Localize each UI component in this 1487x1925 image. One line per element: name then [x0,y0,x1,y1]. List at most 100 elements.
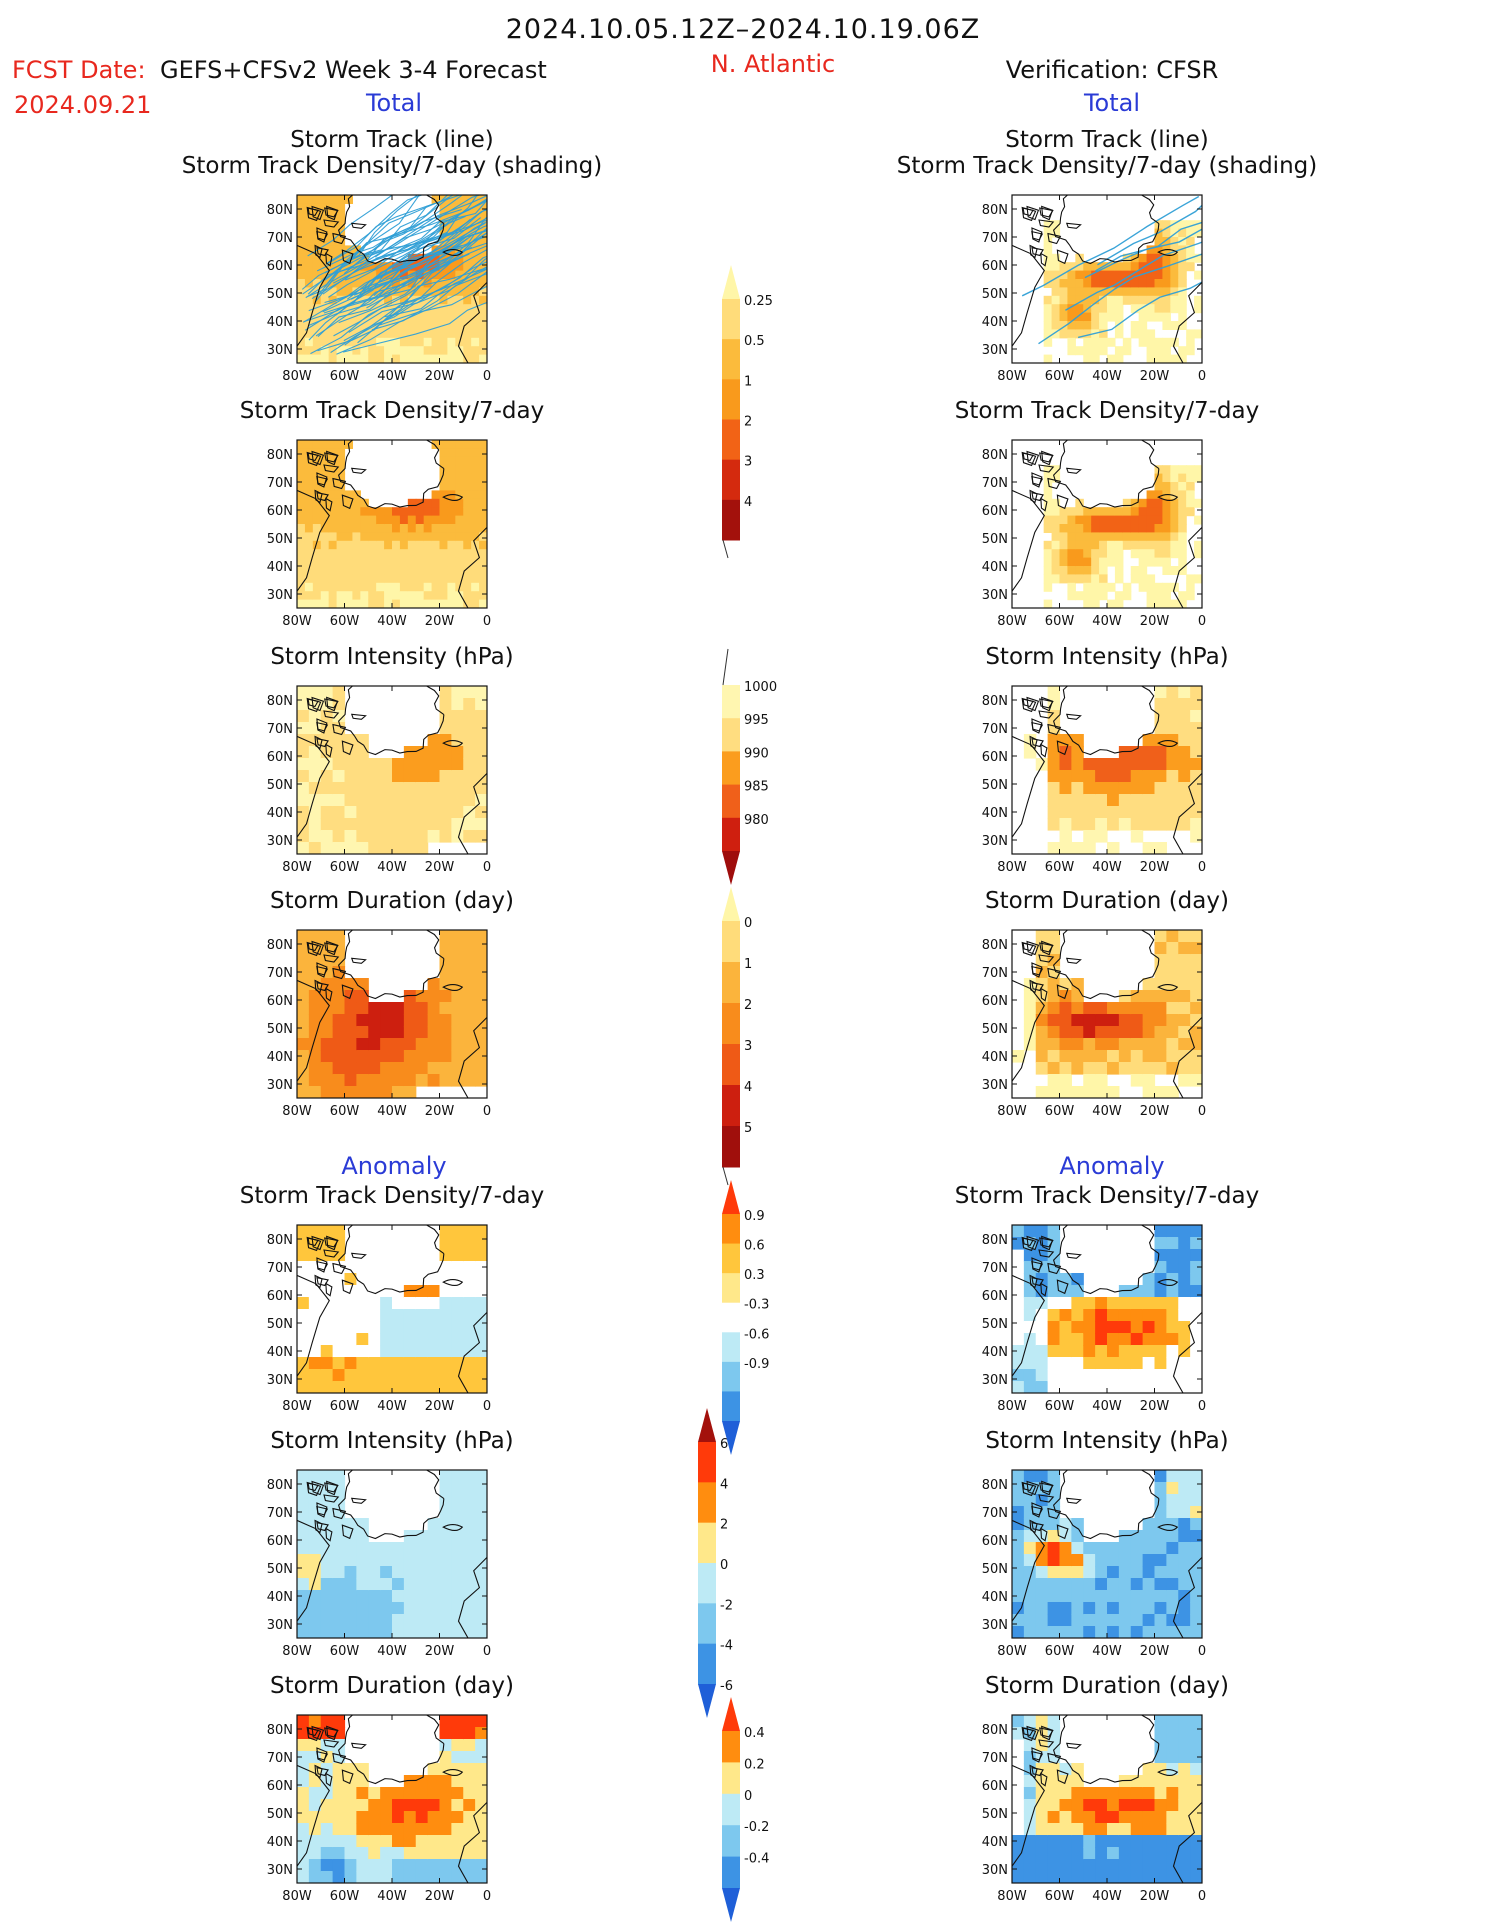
data-cell [1047,1626,1061,1638]
arctic-island-coast [316,247,329,257]
lat-tick-label: 50N [267,778,293,793]
data-cell [1114,532,1124,542]
data-cell [1059,782,1072,795]
lat-tick-label: 30N [267,1618,293,1633]
data-cell [308,1357,322,1370]
data-cell [1075,270,1084,280]
data-cell [1130,1357,1144,1370]
data-cell [475,1357,487,1370]
data-cell [297,1775,310,1788]
data-cell [427,1530,441,1543]
data-cell [1083,1074,1096,1087]
data-cell [304,287,314,297]
data-cell [447,465,456,475]
data-cell [308,1799,322,1812]
data-cell [1047,1578,1061,1591]
data-cell [475,758,487,771]
data-cell [1190,1357,1202,1370]
data-cell [297,758,310,771]
storm-track-line [343,195,464,275]
data-cell [451,1074,464,1087]
data-cell [439,818,452,831]
data-cell [1075,549,1084,559]
data-cell [320,1590,334,1603]
data-cell [439,1554,452,1567]
data-cell [1130,1050,1144,1063]
data-cell [392,566,401,575]
data-cell [1162,253,1171,263]
data-cell [475,806,487,819]
data-cell [1138,515,1148,525]
data-cell [1107,1811,1120,1824]
data-cell [439,566,449,575]
data-cell [427,734,441,747]
data-cell [439,1871,452,1883]
lat-tick-label: 30N [267,588,293,603]
data-cell [1154,1847,1167,1860]
data-cell [356,1811,369,1824]
data-cell [1107,549,1116,559]
data-cell [352,337,361,347]
arctic-island-coast [332,1507,347,1520]
data-cell [1071,1763,1084,1776]
data-cell [1083,1823,1096,1836]
data-cell [1047,1038,1061,1051]
data-cell [1095,1542,1108,1555]
data-cell [1138,321,1148,330]
data-cell [399,549,409,559]
data-cell [1138,582,1148,592]
data-cell [1186,237,1195,246]
lon-tick-label: 40W [377,369,407,384]
data-cell [1130,1530,1144,1543]
data-cell [320,830,334,843]
data-cell [320,1369,334,1382]
data-cell [1095,830,1108,843]
data-cell [1035,1614,1049,1627]
data-cell [455,346,464,356]
data-cell [475,1074,487,1087]
colorbar-label: 3 [744,455,752,470]
data-cell [297,295,306,305]
arctic-island-coast [1029,979,1038,994]
data-cell [320,490,330,500]
data-cell [415,599,425,608]
data-cell [1142,1823,1156,1836]
data-cell [479,456,487,466]
data-cell [328,220,338,230]
data-cell [368,1847,381,1860]
data-cell [297,203,306,213]
arctic-island-coast [1031,738,1044,748]
data-cell [1194,540,1202,550]
data-cell [392,1014,405,1027]
data-cell [1071,806,1084,819]
data-cell [1190,1321,1202,1334]
colorbar-segment [722,1825,740,1858]
colorbar-label: 995 [744,713,769,728]
storm-track-line [344,219,487,281]
data-cell [471,515,480,525]
data-cell [439,532,449,542]
data-cell [1138,524,1148,533]
data-cell [1166,1566,1179,1579]
data-cell [376,532,385,542]
data-cell [1142,1530,1156,1543]
data-cell [1190,1715,1202,1728]
data-cell [439,1237,452,1250]
data-cell [471,591,480,601]
data-cell [475,1494,487,1507]
data-cell [1067,279,1076,288]
data-cell [447,574,456,584]
data-cell [1122,262,1132,272]
data-cell [471,549,480,559]
data-cell [332,1333,346,1346]
data-cell [423,498,433,508]
data-cell [439,1062,452,1075]
arctic-island-coast [1040,987,1048,1002]
data-cell [1166,770,1179,783]
data-cell [380,830,393,843]
data-cell [332,1062,346,1075]
lon-tick-label: 40W [377,1399,407,1414]
data-cell [1190,966,1202,979]
arctic-island-coast [326,940,339,956]
data-cell [415,770,429,783]
